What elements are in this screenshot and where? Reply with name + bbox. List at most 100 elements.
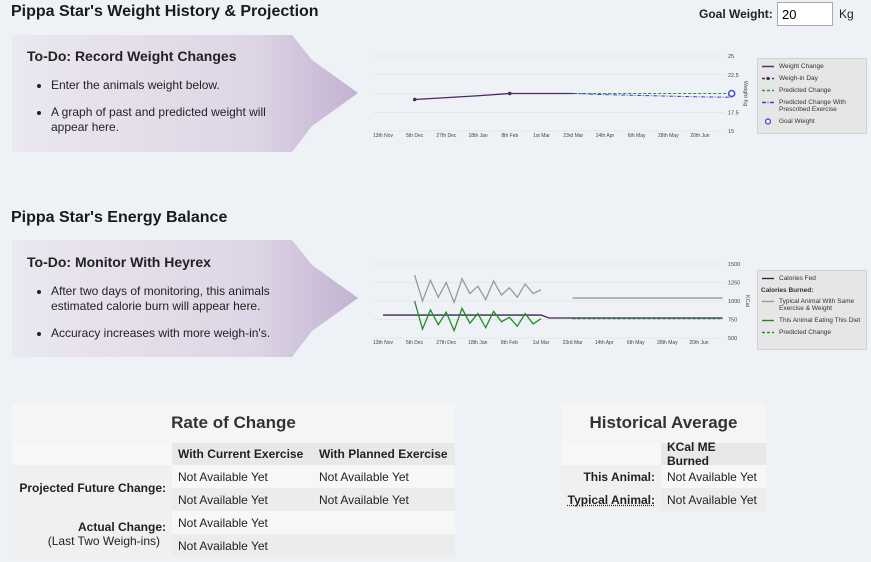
table-title: Historical Average xyxy=(561,403,766,443)
swatch-mark xyxy=(766,76,770,81)
legend-label: Weight Change xyxy=(779,63,824,70)
y-tick-label: 25 xyxy=(728,54,734,60)
x-tick-label: 23rd Mar xyxy=(563,340,583,346)
legend-item: Goal Weight xyxy=(761,118,863,125)
legend-swatch xyxy=(762,300,774,303)
table-title: Rate of Change xyxy=(12,403,455,443)
legend-label: This Animal Eating This Diet xyxy=(779,317,861,324)
x-tick-label: 13th Nov xyxy=(373,340,394,346)
col-header: KCal ME Burned xyxy=(661,440,766,468)
row-label: Projected Future Change: xyxy=(12,465,172,511)
y-tick-label: 17.5 xyxy=(728,110,739,116)
legend-item: Weight Change xyxy=(761,63,863,70)
legend-label: Predicted Change xyxy=(779,329,832,336)
x-tick-label: 5th Dec xyxy=(406,133,424,139)
legend-label: Predicted Change xyxy=(779,87,832,94)
todo-item: After two days of monitoring, this anima… xyxy=(51,284,296,314)
weigh-in-marker xyxy=(507,91,512,96)
row-label: Actual Change: (Last Two Weigh-ins) xyxy=(12,511,172,557)
weigh-in-marker xyxy=(412,97,417,102)
legend-swatch xyxy=(762,76,774,81)
series-line xyxy=(383,314,723,319)
cell: Not Available Yet xyxy=(313,488,455,511)
x-tick-label: 18th Jan xyxy=(469,133,488,139)
legend-swatch xyxy=(762,65,774,68)
legend-label: Goal Weight xyxy=(779,118,815,125)
cell: Not Available Yet xyxy=(661,488,766,511)
cell: Not Available Yet xyxy=(172,465,313,488)
todo-title: To-Do: Record Weight Changes xyxy=(27,48,237,64)
todo-item: A graph of past and predicted weight wil… xyxy=(51,105,296,135)
x-tick-label: 8th Feb xyxy=(501,340,518,346)
row-label[interactable]: Typical Animal: xyxy=(561,488,661,511)
y-tick-label: 1500 xyxy=(728,262,740,268)
blank xyxy=(12,443,172,465)
todo-title: To-Do: Monitor With Heyrex xyxy=(27,254,211,270)
cell: Not Available Yet xyxy=(313,465,455,488)
series-line xyxy=(414,92,574,101)
legend-swatch xyxy=(762,277,774,280)
y-axis-title: Weight Kg xyxy=(742,81,748,106)
y-tick-label: 1250 xyxy=(728,281,740,287)
goal-unit: Kg xyxy=(839,7,854,21)
x-tick-label: 23rd Mar xyxy=(563,133,583,139)
x-tick-label: 13th Nov xyxy=(373,133,394,139)
legend-item: Predicted Change With Prescribed Exercis… xyxy=(761,99,863,113)
x-tick-label: 20th Jun xyxy=(690,133,709,139)
legend-label: Typical Animal With Same Exercise & Weig… xyxy=(779,298,855,312)
x-tick-label: 6th May xyxy=(627,340,645,346)
series-line xyxy=(413,300,542,333)
legend-heading: Calories Burned: xyxy=(761,287,814,294)
x-tick-label: 18th Jan xyxy=(468,340,487,346)
label: Actual Change: xyxy=(77,520,166,534)
blank xyxy=(561,443,661,465)
y-tick-label: 15 xyxy=(728,129,734,135)
todo-arrow xyxy=(12,35,358,152)
cell: Not Available Yet xyxy=(172,511,455,534)
x-tick-label: 1st Mar xyxy=(533,340,550,346)
legend-item: Typical Animal With Same Exercise & Weig… xyxy=(761,298,863,312)
legend-swatch xyxy=(762,319,774,322)
row-label: This Animal: xyxy=(561,465,661,488)
legend-item: Calories Fed xyxy=(761,275,863,282)
y-axis-title: KCal xyxy=(744,295,750,307)
legend-swatch xyxy=(762,101,774,104)
legend-item: Weigh-in Day xyxy=(761,75,863,82)
x-tick-label: 20th Jun xyxy=(689,340,708,346)
legend-label: Predicted Change With Prescribed Exercis… xyxy=(779,99,846,113)
x-tick-label: 6th May xyxy=(628,133,646,139)
legend-label: Calories Fed xyxy=(779,275,816,282)
goal-input[interactable] xyxy=(777,2,833,26)
series-line xyxy=(573,93,732,98)
x-tick-label: 28th May xyxy=(657,340,678,346)
y-tick-label: 750 xyxy=(728,318,737,324)
x-tick-label: 8th Feb xyxy=(501,133,518,139)
swatch-mark xyxy=(764,118,772,125)
x-tick-label: 27th Dec xyxy=(436,340,457,346)
section-title: Pippa Star's Energy Balance xyxy=(11,209,228,226)
cell: Not Available Yet xyxy=(172,534,455,557)
sublabel: (Last Two Weigh-ins) xyxy=(47,534,160,548)
col-header: With Planned Exercise xyxy=(313,443,455,465)
y-tick-label: 500 xyxy=(728,336,737,342)
x-tick-label: 14th Apr xyxy=(596,133,615,139)
legend-item: Predicted Change xyxy=(761,329,863,336)
energy-chart: 500 750 1000 1250 1500 KCal 13th Nov 5th Dec 27t… xyxy=(373,262,750,346)
series-line xyxy=(413,274,723,305)
x-tick-label: 14th Apr xyxy=(595,340,614,346)
legend: Calories Fed Calories Burned: Typical Anim… xyxy=(757,270,867,350)
cell: Not Available Yet xyxy=(172,488,313,511)
cell: Not Available Yet xyxy=(661,465,766,488)
x-tick-label: 28th May xyxy=(658,133,679,139)
legend-swatch xyxy=(762,331,774,334)
y-tick-label: 22.5 xyxy=(728,73,739,79)
goal-marker xyxy=(727,89,736,98)
col-header: With Current Exercise xyxy=(172,443,313,465)
goal-label: Goal Weight: xyxy=(699,7,773,21)
todo-item: Enter the animals weight below. xyxy=(51,78,296,93)
legend-swatch xyxy=(764,118,772,125)
todo-item: Accuracy increases with more weigh-in's. xyxy=(51,326,296,341)
legend-label: Weigh-in Day xyxy=(779,75,818,82)
